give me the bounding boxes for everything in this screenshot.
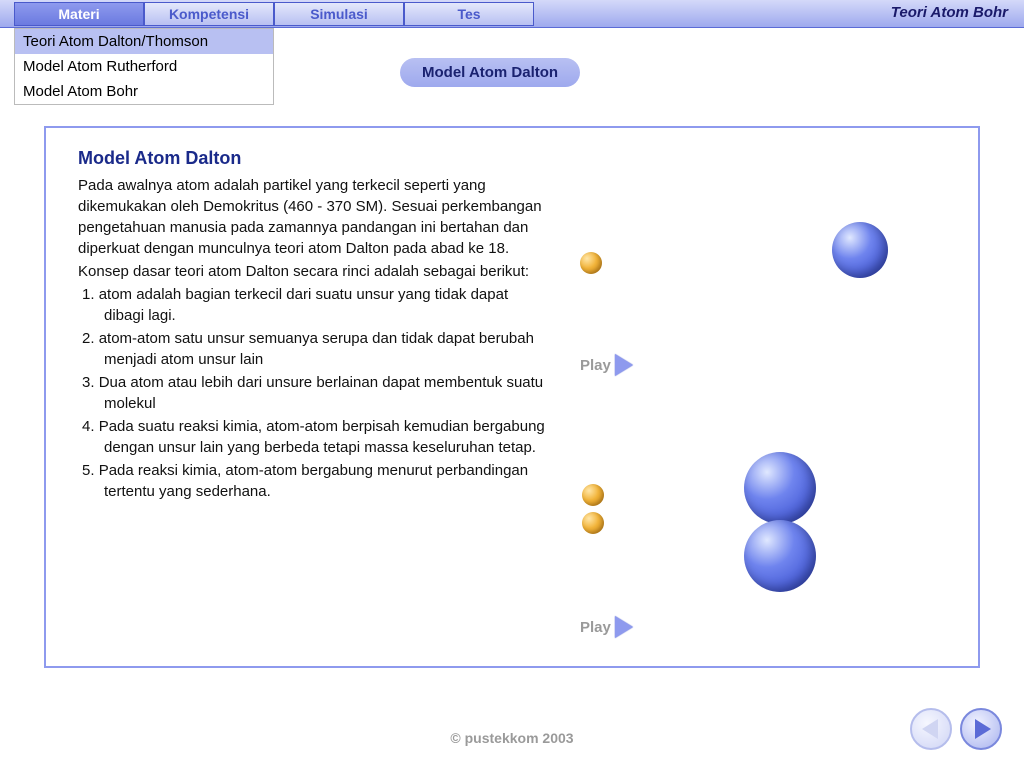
- list-item: 4. Pada suatu reaksi kimia, atom-atom be…: [78, 416, 548, 458]
- dropdown-item-bohr[interactable]: Model Atom Bohr: [15, 79, 273, 104]
- dropdown-item-dalton-thomson[interactable]: Teori Atom Dalton/Thomson: [15, 29, 273, 54]
- top-bar: Materi Kompetensi Simulasi Tes Teori Ato…: [0, 0, 1024, 28]
- list-intro: Konsep dasar teori atom Dalton secara ri…: [78, 261, 548, 282]
- play-icon: [615, 354, 633, 376]
- tab-simulasi[interactable]: Simulasi: [274, 2, 404, 26]
- materi-dropdown: Teori Atom Dalton/Thomson Model Atom Rut…: [14, 28, 274, 105]
- atom-orange: [582, 484, 604, 506]
- list-item: 5. Pada reaksi kimia, atom-atom bergabun…: [78, 460, 548, 502]
- play-icon: [615, 616, 633, 638]
- atom-blue: [832, 222, 888, 278]
- list-item: 2. atom-atom satu unsur semuanya serupa …: [78, 328, 548, 370]
- tab-materi[interactable]: Materi: [14, 2, 144, 26]
- tab-kompetensi[interactable]: Kompetensi: [144, 2, 274, 26]
- concept-list: 1. atom adalah bagian terkecil dari suat…: [78, 284, 548, 502]
- atom-blue: [744, 520, 816, 592]
- text-column: Model Atom Dalton Pada awalnya atom adal…: [78, 148, 548, 504]
- list-item: 3. Dua atom atau lebih dari unsure berla…: [78, 372, 548, 414]
- page-title: Teori Atom Bohr: [891, 4, 1008, 21]
- tab-bar: Materi Kompetensi Simulasi Tes: [14, 2, 534, 26]
- atom-orange: [582, 512, 604, 534]
- play-button-upper[interactable]: Play: [580, 354, 633, 376]
- play-label: Play: [580, 619, 611, 636]
- section-badge: Model Atom Dalton: [400, 58, 580, 87]
- dropdown-item-rutherford[interactable]: Model Atom Rutherford: [15, 54, 273, 79]
- section-title: Model Atom Dalton: [78, 148, 548, 169]
- play-button-lower[interactable]: Play: [580, 616, 633, 638]
- intro-paragraph: Pada awalnya atom adalah partikel yang t…: [78, 175, 548, 259]
- play-label: Play: [580, 357, 611, 374]
- footer-copyright: © pustekkom 2003: [0, 730, 1024, 746]
- atom-orange: [580, 252, 602, 274]
- atom-blue: [744, 452, 816, 524]
- content-frame: Model Atom Dalton Pada awalnya atom adal…: [44, 126, 980, 668]
- tab-tes[interactable]: Tes: [404, 2, 534, 26]
- list-item: 1. atom adalah bagian terkecil dari suat…: [78, 284, 548, 326]
